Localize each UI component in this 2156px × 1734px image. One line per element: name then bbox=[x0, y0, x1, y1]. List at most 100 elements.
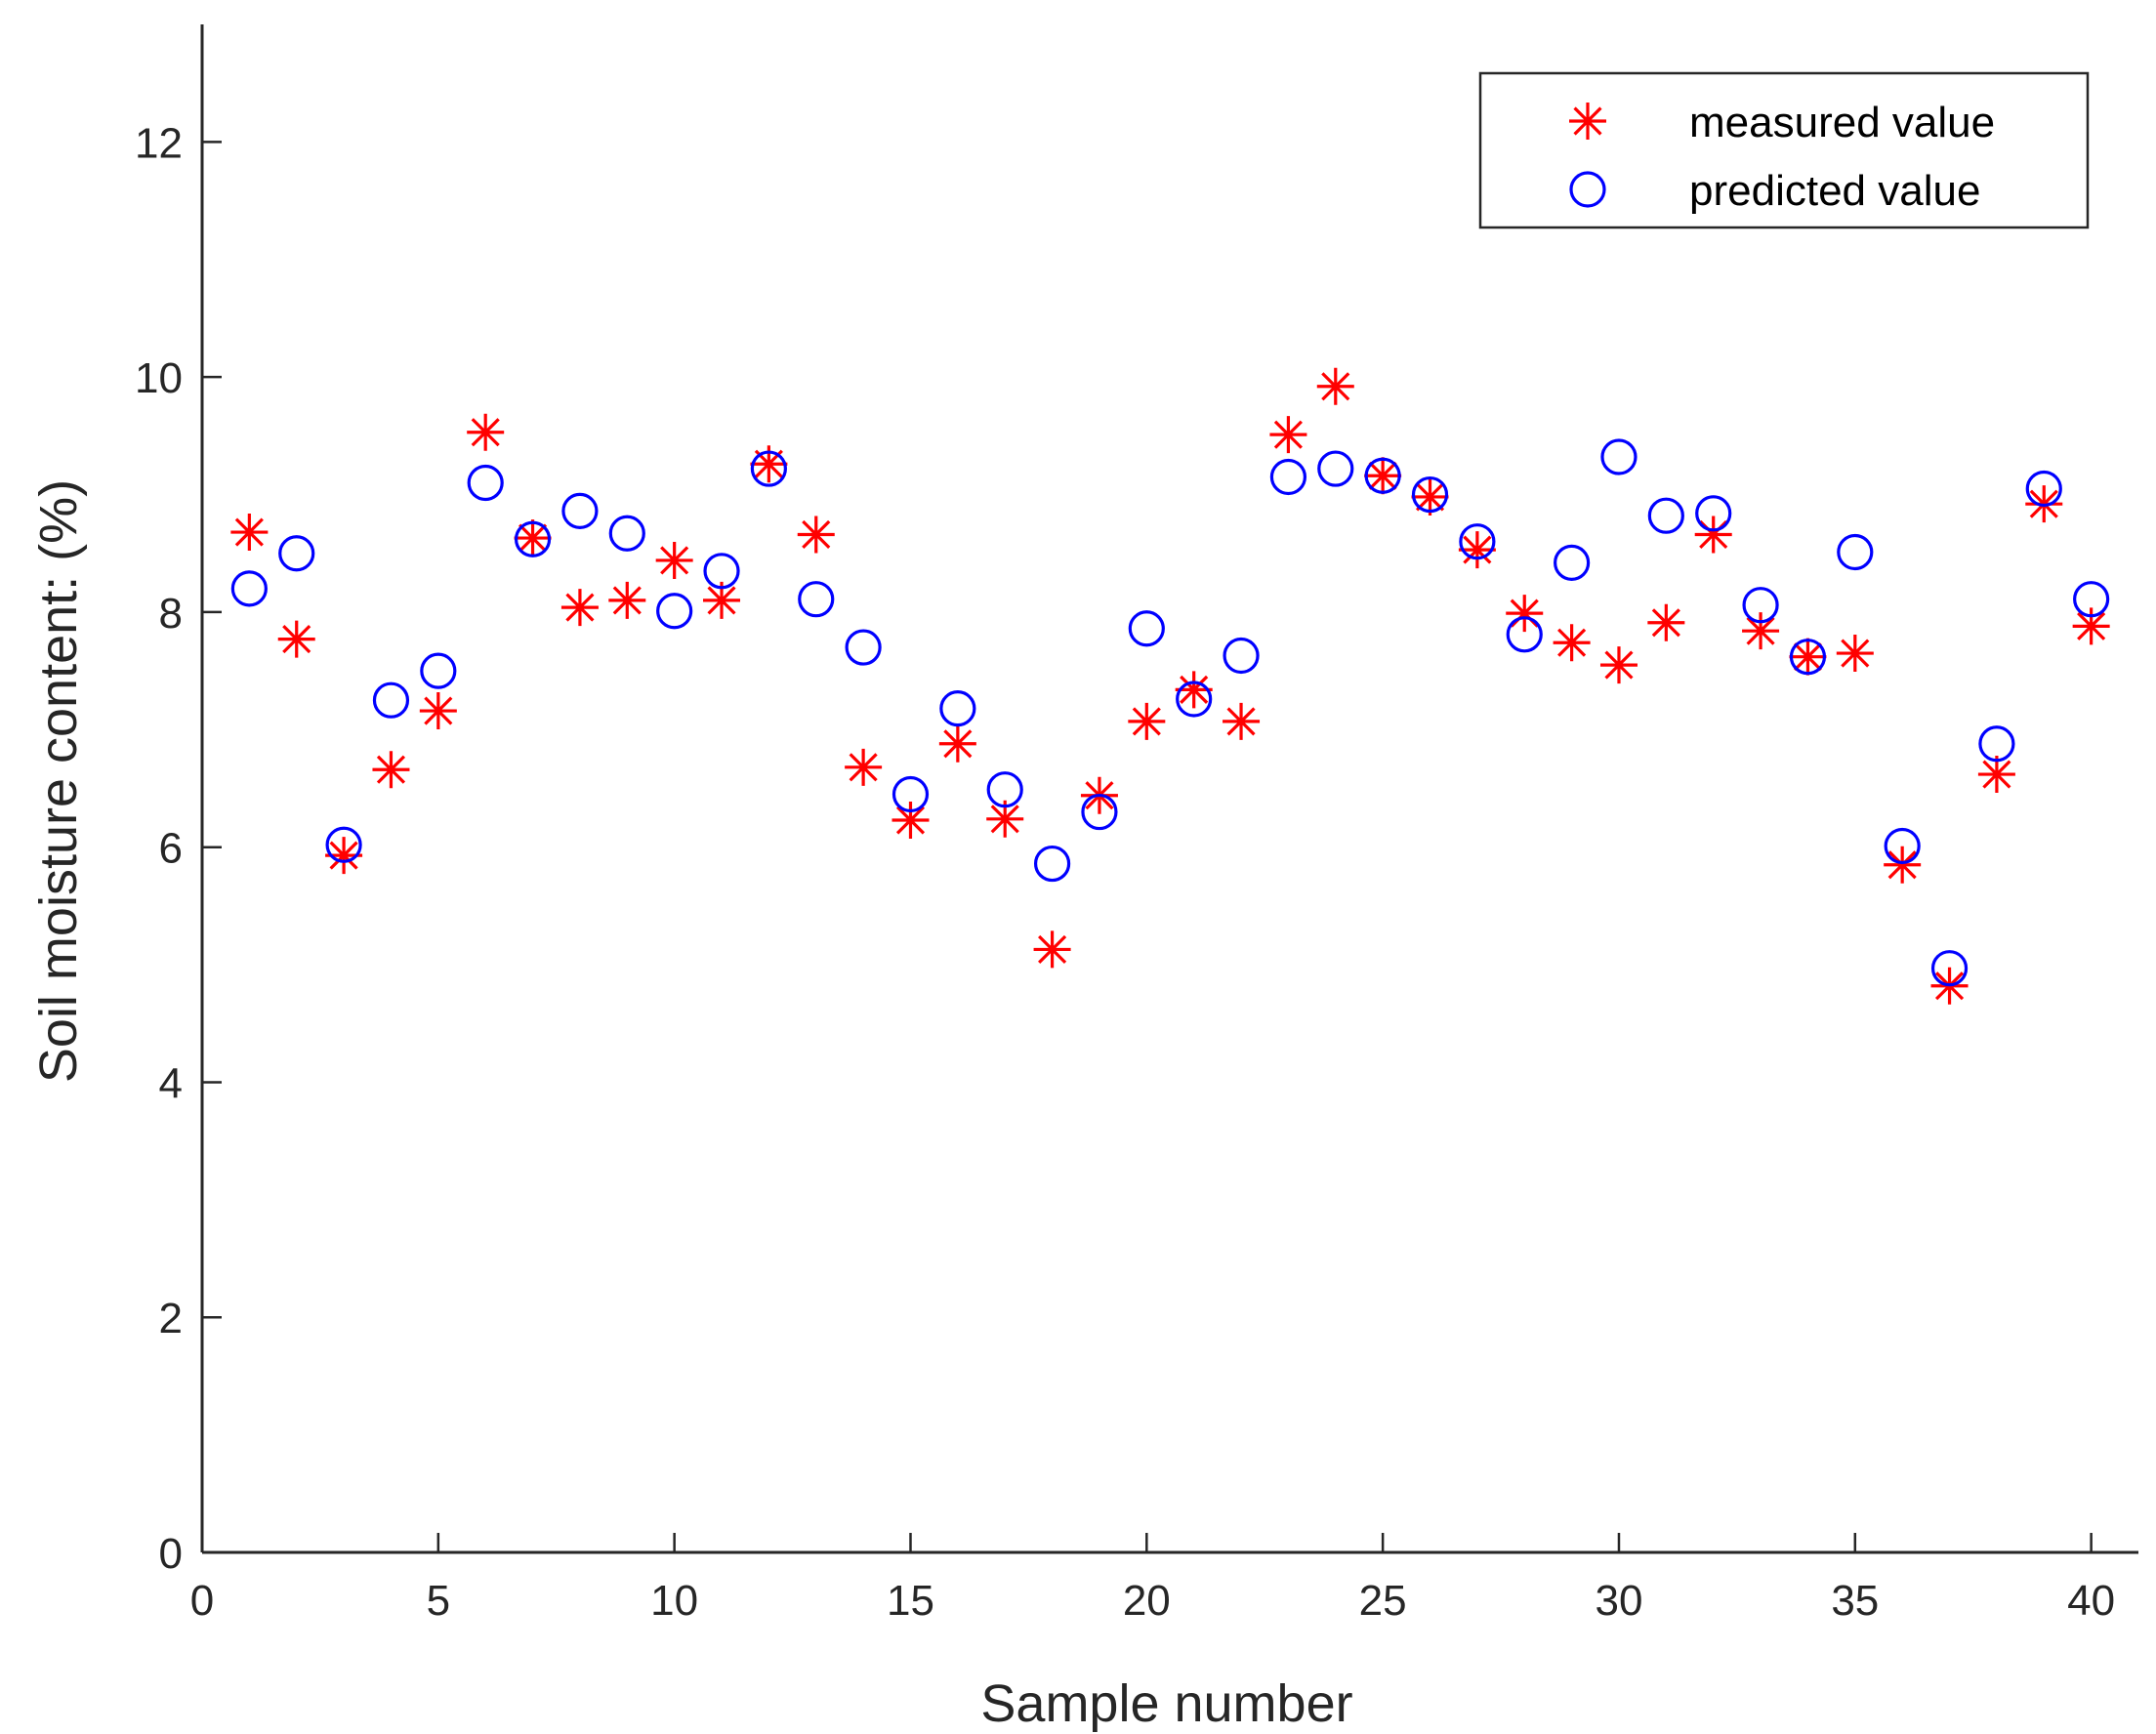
data-points bbox=[230, 367, 2110, 1005]
predicted-point bbox=[1506, 616, 1543, 653]
y-tick-label: 4 bbox=[159, 1059, 183, 1107]
measured-point bbox=[845, 748, 883, 786]
y-tick-label: 10 bbox=[135, 354, 183, 402]
measured-point bbox=[986, 800, 1024, 838]
measured-point bbox=[1458, 531, 1496, 569]
x-tick-label: 25 bbox=[1359, 1577, 1407, 1625]
predicted-point bbox=[1317, 450, 1354, 487]
measured-point bbox=[325, 837, 363, 875]
measured-point bbox=[1411, 477, 1449, 516]
predicted-point bbox=[1742, 587, 1779, 624]
measured-point bbox=[1742, 612, 1780, 650]
measured-point bbox=[891, 802, 930, 840]
measured-point bbox=[1694, 516, 1732, 554]
measured-point bbox=[750, 445, 788, 483]
ticks: 0 5 10 15 20 25 30 35 40 0 2 4 6 8 10 12 bbox=[135, 119, 2115, 1625]
measured-point bbox=[608, 581, 646, 619]
x-tick-label: 10 bbox=[650, 1577, 698, 1625]
predicted-point bbox=[1269, 458, 1307, 496]
measured-point bbox=[1647, 603, 1685, 641]
predicted-point bbox=[845, 629, 882, 666]
y-tick-label: 0 bbox=[159, 1530, 183, 1578]
predicted-point bbox=[325, 826, 362, 863]
predicted-point bbox=[1600, 438, 1638, 475]
predicted-point bbox=[1695, 495, 1732, 532]
measured-point bbox=[514, 519, 552, 557]
measured-point bbox=[1364, 457, 1402, 495]
measured-point bbox=[1977, 756, 2015, 794]
measured-point bbox=[703, 581, 741, 619]
predicted-point bbox=[1128, 610, 1165, 647]
x-tick-label: 0 bbox=[190, 1577, 214, 1625]
measured-point bbox=[277, 620, 315, 658]
y-tick-label: 6 bbox=[159, 825, 183, 873]
legend-circle-marker bbox=[1569, 171, 1606, 208]
predicted-point bbox=[278, 535, 315, 572]
measured-point bbox=[1128, 702, 1166, 740]
y-axis-label: Soil moisture content: (%) bbox=[29, 479, 88, 1083]
legend-asterisk-marker bbox=[1569, 103, 1606, 140]
y-tick-label: 8 bbox=[159, 590, 183, 638]
predicted-point bbox=[1364, 457, 1401, 494]
predicted-point bbox=[1411, 475, 1449, 514]
x-tick-label: 5 bbox=[427, 1577, 450, 1625]
x-tick-label: 30 bbox=[1595, 1577, 1642, 1625]
predicted-point bbox=[420, 652, 457, 689]
measured-point bbox=[372, 751, 410, 789]
measured-point bbox=[230, 514, 269, 552]
predicted-point bbox=[1978, 725, 2015, 763]
measured-point bbox=[1506, 595, 1544, 633]
measured-point bbox=[1033, 930, 1071, 969]
x-tick-label: 15 bbox=[887, 1577, 934, 1625]
legend-asterisk-icon bbox=[1569, 103, 1606, 140]
x-axis-label: Sample number bbox=[980, 1674, 1352, 1733]
measured-point bbox=[797, 516, 835, 554]
predicted-point bbox=[1647, 497, 1684, 534]
predicted-point bbox=[372, 681, 410, 719]
predicted-point bbox=[1930, 950, 1969, 987]
legend-circle-icon bbox=[1569, 171, 1606, 208]
measured-point bbox=[1269, 416, 1307, 454]
predicted-point bbox=[656, 593, 693, 630]
measured-point bbox=[1223, 702, 1261, 740]
predicted-point bbox=[891, 775, 930, 813]
measured-point bbox=[1884, 846, 1922, 884]
predicted-point bbox=[1033, 845, 1071, 883]
predicted-point bbox=[703, 553, 740, 590]
axes bbox=[200, 24, 2138, 1554]
predicted-point bbox=[798, 581, 835, 618]
predicted-point bbox=[750, 450, 787, 487]
predicted-point bbox=[2025, 470, 2062, 508]
predicted-point bbox=[230, 570, 268, 607]
predicted-point bbox=[1789, 639, 1827, 676]
legend-label-measured: measured value bbox=[1689, 99, 1995, 146]
predicted-point bbox=[2073, 581, 2110, 618]
measured-point bbox=[655, 541, 693, 579]
predicted-point bbox=[1223, 637, 1260, 675]
y-tick-label: 12 bbox=[135, 119, 183, 167]
measured-point bbox=[1175, 671, 1213, 709]
x-tick-label: 35 bbox=[1831, 1577, 1879, 1625]
y-tick-label: 2 bbox=[159, 1295, 183, 1342]
predicted-point bbox=[1176, 681, 1213, 718]
predicted-point bbox=[1837, 533, 1874, 571]
measured-point bbox=[938, 724, 976, 763]
x-tick-label: 20 bbox=[1123, 1577, 1171, 1625]
predicted-point bbox=[1884, 827, 1921, 865]
measured-point bbox=[419, 692, 457, 730]
predicted-point bbox=[514, 520, 552, 557]
predicted-point bbox=[467, 464, 504, 502]
measured-point bbox=[1599, 646, 1638, 684]
measured-point bbox=[1316, 367, 1354, 405]
predicted-point bbox=[986, 771, 1023, 808]
x-tick-label: 40 bbox=[2067, 1577, 2115, 1625]
legend: measured value predicted value bbox=[1478, 71, 2090, 229]
legend-label-predicted: predicted value bbox=[1689, 167, 1980, 215]
predicted-point bbox=[1081, 793, 1118, 831]
measured-point bbox=[1836, 635, 1874, 673]
measured-point bbox=[467, 413, 505, 451]
predicted-point bbox=[561, 492, 599, 529]
predicted-point bbox=[1459, 523, 1496, 560]
